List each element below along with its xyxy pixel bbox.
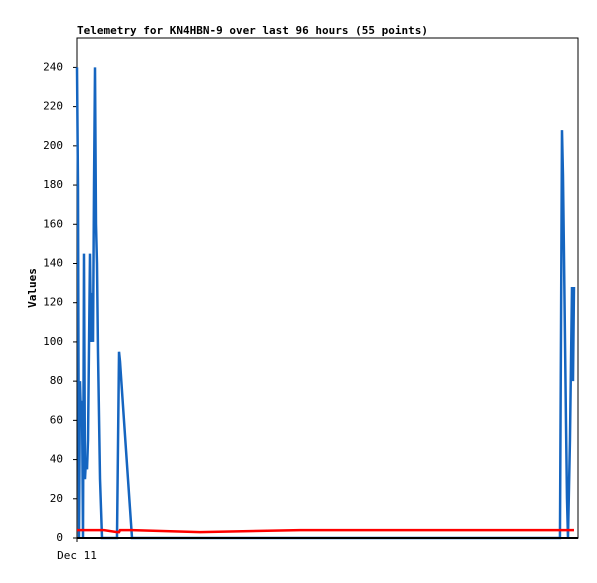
y-tick-label: 180 [43,178,63,191]
y-axis-label: Values [26,268,39,308]
y-tick-label: 240 [43,60,63,73]
data-line [75,67,576,540]
y-tick-label: 140 [43,256,63,269]
y-tick-label: 100 [43,335,63,348]
data-line [77,528,574,534]
y-tick-label: 200 [43,139,63,152]
chart-title: Telemetry for KN4HBN-9 over last 96 hour… [77,24,428,37]
y-tick-label: 120 [43,296,63,309]
y-tick-label: 220 [43,100,63,113]
y-tick-label: 0 [56,531,63,544]
y-tick-label: 40 [50,453,63,466]
y-tick-label: 60 [50,413,63,426]
y-tick-label: 80 [50,374,63,387]
y-tick-label: 20 [50,492,63,505]
x-tick-label: Dec 11 [57,549,97,562]
y-tick-label: 160 [43,217,63,230]
plot-frame [76,37,579,539]
